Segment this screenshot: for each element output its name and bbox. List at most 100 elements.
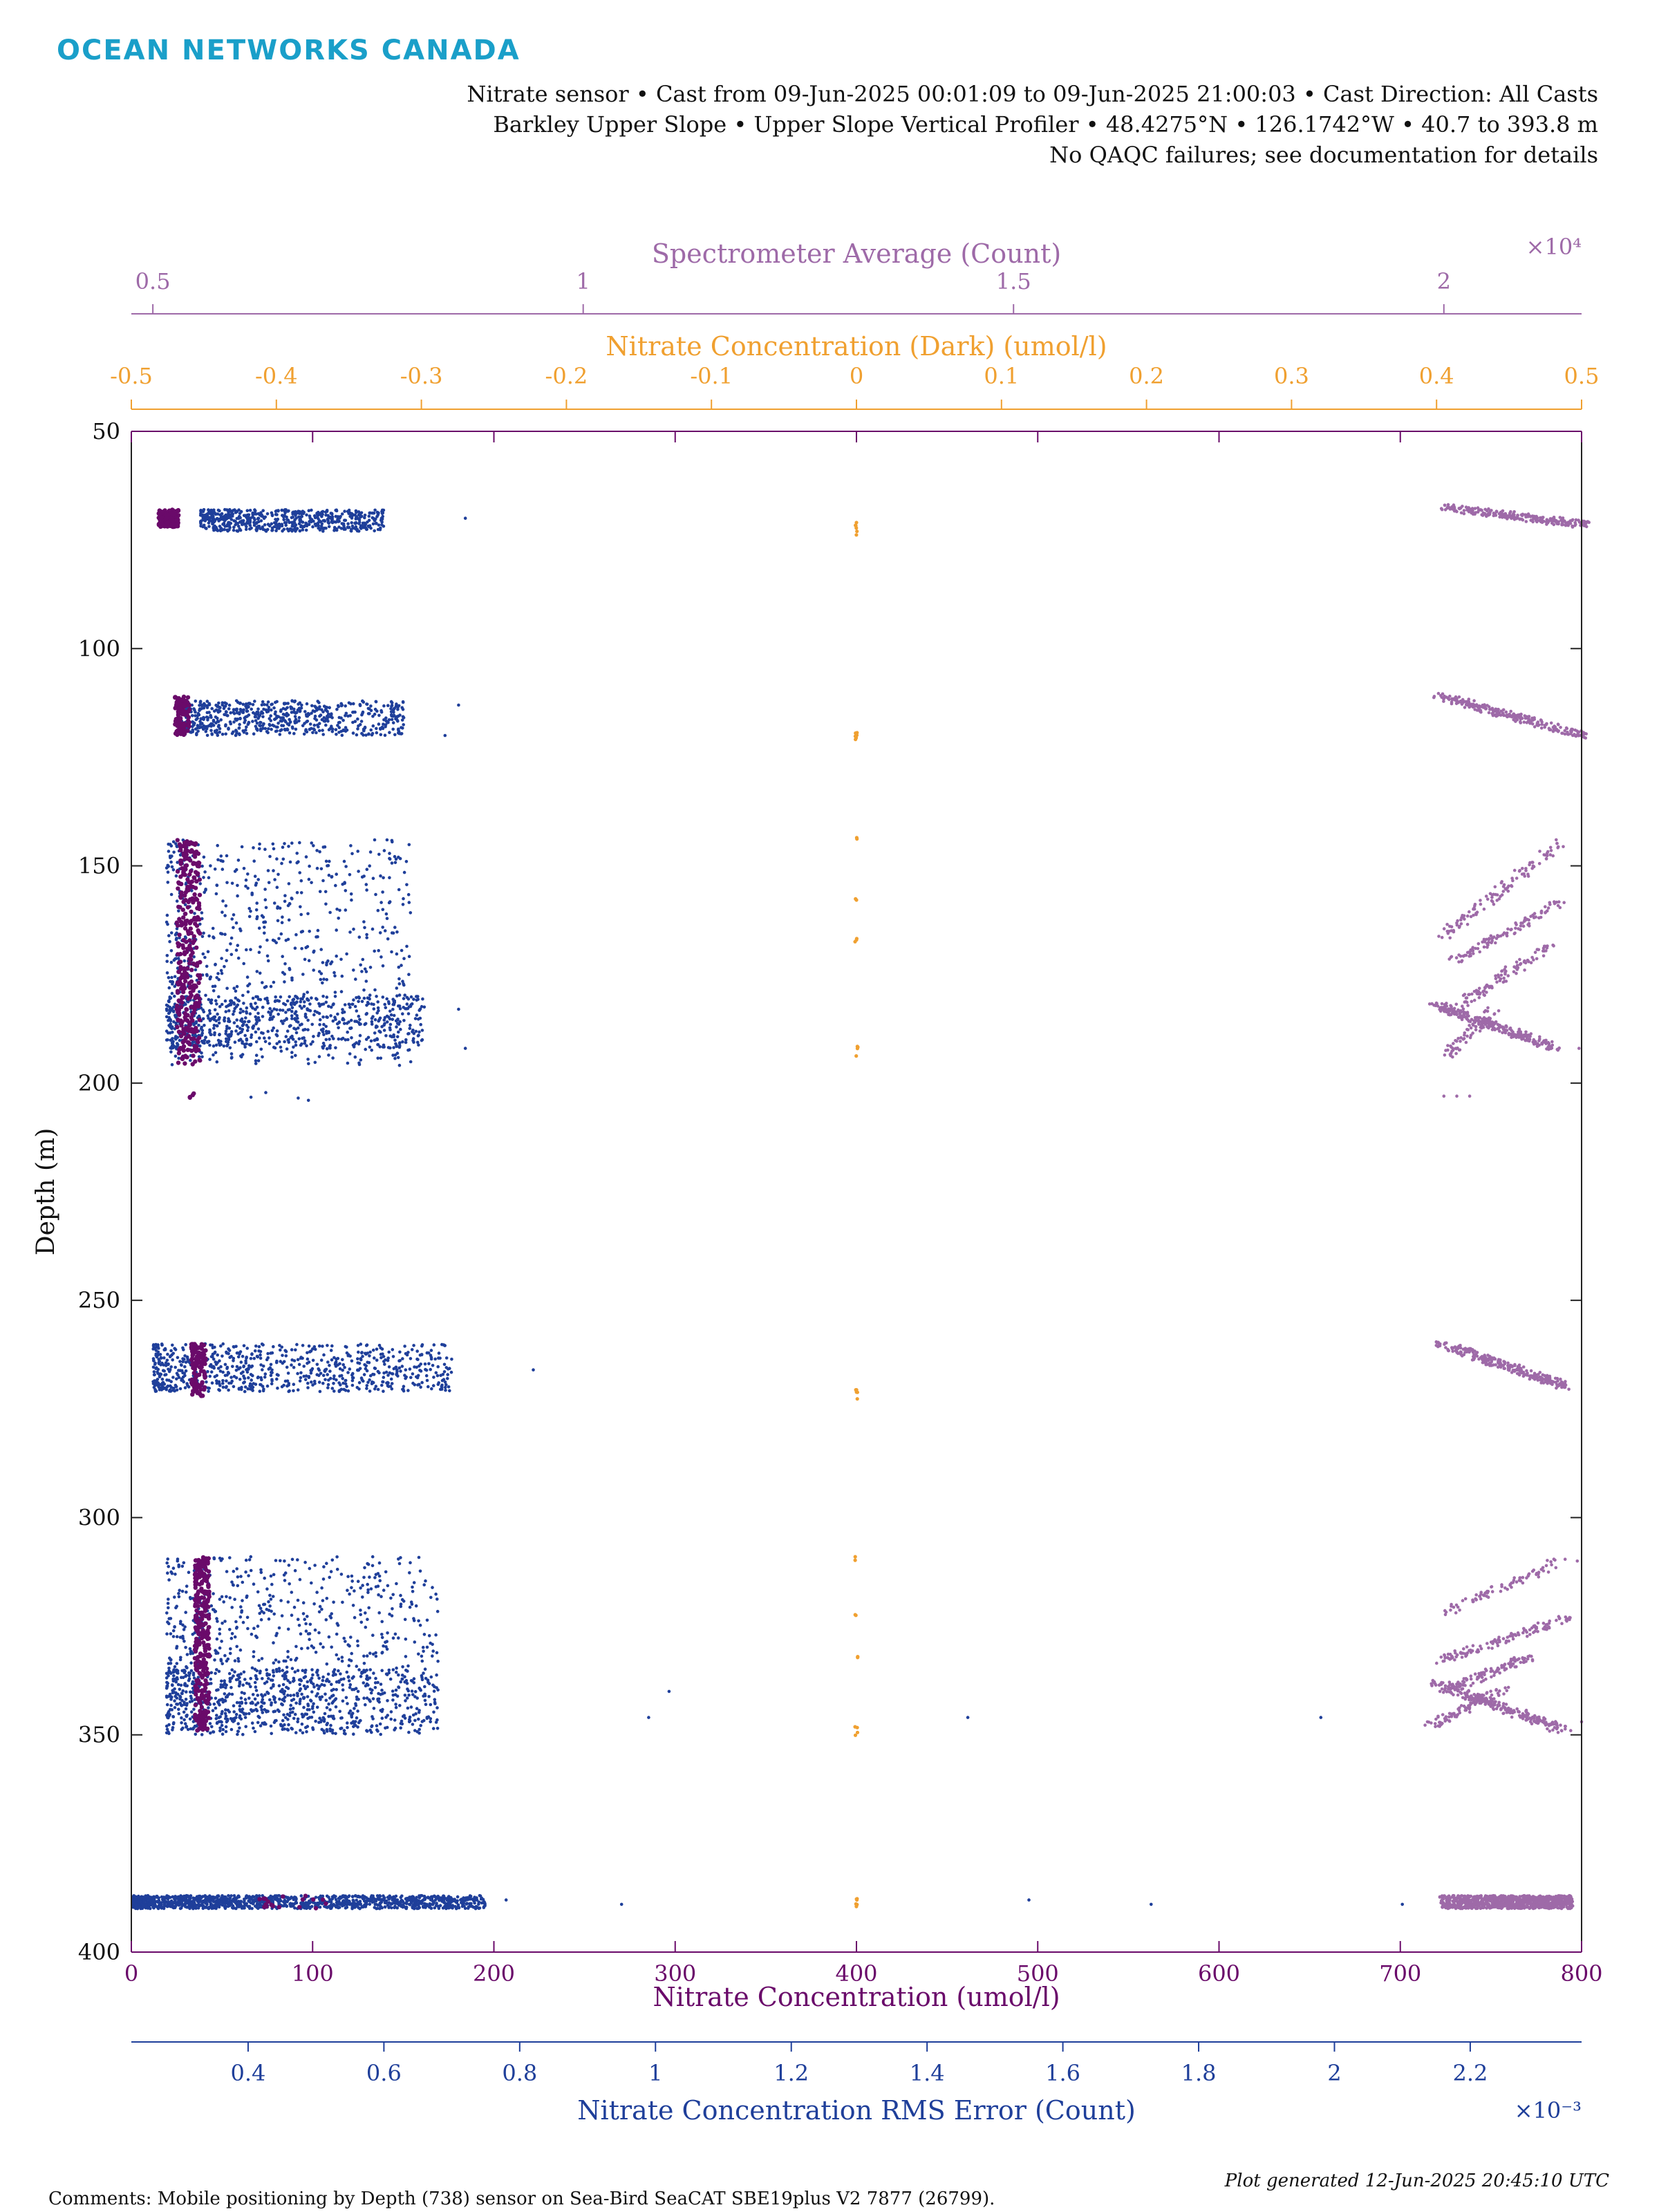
spectrometer-point	[1530, 861, 1534, 864]
rms-point	[373, 988, 377, 992]
spectrometer-point	[1446, 503, 1450, 507]
spectrometer-point	[1557, 900, 1561, 903]
spectrometer-point	[1448, 507, 1452, 511]
rms-point	[397, 977, 401, 981]
rms-point	[406, 892, 411, 897]
rms-point	[263, 847, 267, 851]
spectrometer-point	[1471, 1598, 1474, 1602]
spectrometer-point	[1533, 1716, 1536, 1721]
spectrometer-point	[1537, 1039, 1541, 1042]
rms-point	[317, 517, 320, 521]
spectrometer-point	[1529, 961, 1533, 964]
rms-point	[328, 910, 332, 915]
spectrometer-point	[1533, 1720, 1537, 1723]
spectrometer-point	[1447, 1715, 1451, 1719]
rms-point	[351, 720, 355, 724]
rms-point	[344, 908, 348, 912]
rms-point	[236, 859, 241, 862]
rms-point	[263, 703, 266, 706]
spectrometer-point	[1506, 1685, 1510, 1689]
spectrometer-point	[1467, 704, 1470, 707]
spectrometer-point	[1510, 1585, 1513, 1589]
spectrometer-point	[1500, 893, 1504, 897]
spectrometer-point	[1454, 509, 1458, 513]
spectrometer-point	[1553, 1558, 1557, 1562]
rms-point	[319, 977, 323, 982]
spectrometer-point	[1481, 1904, 1485, 1908]
rms-point	[254, 1002, 257, 1005]
rms-point	[218, 513, 222, 517]
rms-point	[240, 845, 244, 849]
spectrometer-point	[1518, 1369, 1521, 1373]
spectrometer-point	[1434, 1683, 1438, 1687]
spectrometer-point	[1519, 712, 1523, 716]
spectrometer-point	[1503, 971, 1507, 974]
rms-point	[366, 712, 371, 715]
rms-point	[301, 973, 305, 976]
spectrometer-point	[1533, 725, 1537, 729]
spectrometer-point	[1509, 1709, 1513, 1714]
rms-point	[330, 712, 333, 715]
spectrometer-point	[1439, 1900, 1443, 1904]
rms-point	[166, 881, 170, 884]
spectrometer-point	[1560, 521, 1564, 525]
spectrometer-point	[1494, 1020, 1498, 1024]
rms-point	[253, 700, 256, 703]
rms-point	[344, 518, 348, 523]
rms-point	[227, 514, 231, 518]
rms-point	[379, 874, 382, 878]
rms-point	[305, 714, 308, 718]
spectrometer-point	[1485, 1009, 1490, 1013]
rms-point	[281, 915, 284, 919]
spectrometer-point	[1511, 1662, 1515, 1666]
spectrometer-point	[1492, 1674, 1496, 1678]
spectrometer-point	[1489, 1689, 1492, 1693]
rms-point	[375, 709, 379, 713]
rms-point	[190, 889, 194, 892]
rms-point	[205, 964, 209, 968]
spectrometer-point	[1508, 1369, 1511, 1372]
spectrometer-point	[1518, 1897, 1522, 1901]
spectrometer-point	[1540, 720, 1544, 724]
rms-point	[169, 931, 174, 935]
rms-point	[353, 521, 357, 525]
spectrometer-point	[1567, 1387, 1571, 1391]
spectrometer-point	[1562, 1900, 1566, 1904]
spectrometer-point	[1501, 713, 1506, 716]
spectrometer-point	[1494, 1363, 1497, 1367]
spectrometer-point	[1456, 919, 1459, 923]
spectrometer-point	[1497, 935, 1501, 938]
rms-point	[191, 720, 194, 724]
spectrometer-point	[1488, 511, 1492, 514]
spectrometer-point	[1493, 1357, 1497, 1361]
rms-point	[238, 722, 241, 727]
spectrometer-point	[1482, 945, 1486, 949]
spectrometer-point	[1459, 1350, 1463, 1353]
spectrometer-point	[1559, 1723, 1562, 1727]
spectrometer-point	[1443, 1007, 1447, 1011]
rms-point	[339, 957, 343, 962]
spectrometer-point	[1548, 845, 1553, 850]
spectrometer-point	[1462, 1347, 1466, 1351]
spectrometer-point	[1468, 1349, 1471, 1353]
rms-point	[282, 527, 286, 531]
spectrometer-point	[1496, 710, 1500, 713]
spectrometer-point	[1469, 1684, 1473, 1687]
rms-point	[244, 1016, 247, 1020]
spectrometer-point	[1525, 1718, 1528, 1722]
spectrometer-point	[1530, 955, 1534, 959]
rms-point	[367, 732, 371, 736]
rms-point	[263, 920, 268, 924]
spectrometer-point	[1541, 1566, 1545, 1570]
rms-point	[382, 722, 385, 726]
rms-point	[388, 857, 392, 861]
rms-point	[291, 515, 295, 519]
rms-point	[376, 1006, 380, 1010]
rms-point	[327, 1053, 330, 1057]
spectrometer-point	[1557, 723, 1560, 727]
spectrometer-point	[1518, 1366, 1521, 1369]
rms-point	[385, 917, 389, 920]
spectrometer-point	[1570, 1900, 1573, 1904]
rms-point	[315, 718, 319, 722]
rms-point	[391, 727, 395, 731]
